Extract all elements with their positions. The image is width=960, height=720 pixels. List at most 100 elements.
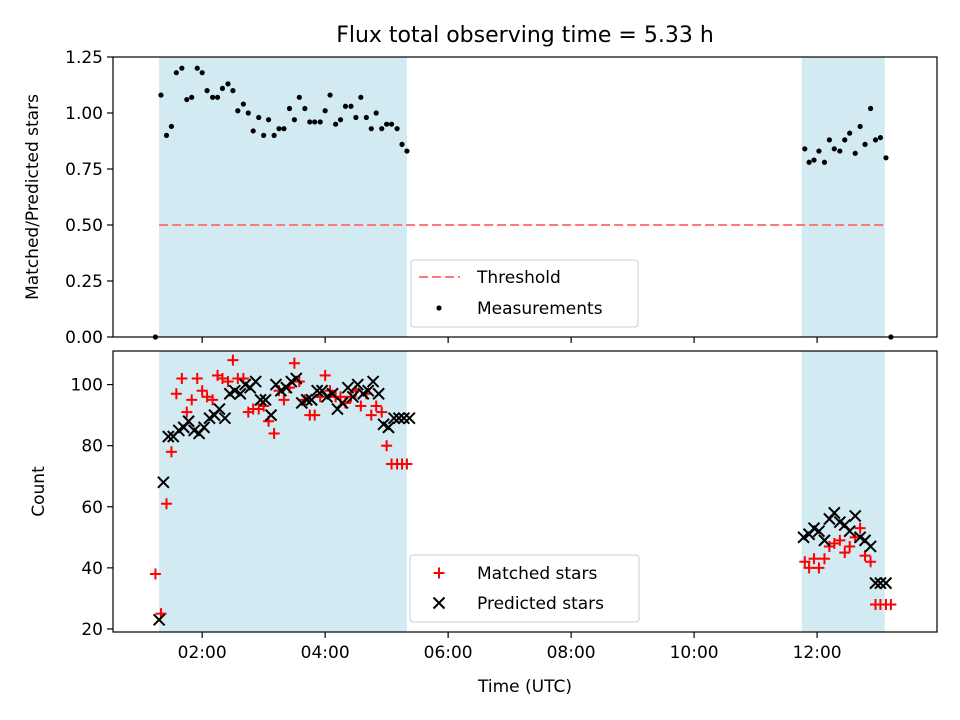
- matched-star-point: [278, 394, 290, 406]
- matched-star-point: [813, 562, 825, 574]
- cross-stroke-b: [858, 534, 872, 547]
- predicted-star-point: [336, 396, 349, 410]
- measurement-point: [802, 146, 808, 152]
- predicted-star-point: [305, 393, 318, 407]
- measurement-point: [219, 85, 226, 91]
- measurement-point: [317, 119, 323, 125]
- measurement-point: [811, 157, 817, 163]
- measurement-point: [867, 105, 874, 112]
- measurement-point: [394, 126, 400, 132]
- ratio-ylabel: Matched/Predicted stars: [23, 94, 43, 300]
- predicted-star-point: [152, 613, 166, 626]
- cross-stroke-b: [182, 415, 195, 428]
- predicted-star-point: [213, 402, 226, 416]
- measurement-point: [199, 70, 205, 76]
- legend-threshold-label: Threshold: [476, 268, 561, 288]
- matched-star-point: [370, 400, 382, 412]
- cross-stroke-b: [305, 393, 318, 407]
- legend-measurement-label: Measurements: [477, 299, 603, 319]
- cross-stroke-b: [213, 402, 226, 416]
- cross-stroke-b: [269, 378, 283, 391]
- cross-stroke-b: [366, 375, 380, 388]
- measurement-point: [322, 108, 328, 114]
- predicted-star-point: [326, 387, 339, 400]
- predicted-star-point: [341, 381, 355, 394]
- count-ytick-label: 60: [81, 498, 103, 518]
- predicted-star-point: [372, 387, 385, 400]
- predicted-star-point: [310, 384, 324, 397]
- predicted-star-point: [879, 576, 893, 590]
- ratio-ytick-label: 0.25: [65, 272, 103, 292]
- x-tick-label: 10:00: [670, 643, 719, 663]
- measurement-point: [286, 105, 293, 112]
- cross-stroke-b: [853, 531, 867, 544]
- predicted-star-point: [874, 576, 887, 590]
- measurement-point: [271, 132, 277, 138]
- predicted-star-point: [157, 476, 170, 489]
- predicted-star-point: [828, 506, 841, 520]
- shaded-interval-1: [159, 57, 407, 337]
- matched-star-point: [207, 394, 219, 406]
- measurement-point: [806, 159, 812, 165]
- matched-star-point: [376, 406, 388, 418]
- measurement-point: [404, 148, 410, 154]
- cross-stroke-b: [828, 506, 841, 520]
- measurement-point: [230, 88, 236, 94]
- measurement-point: [358, 94, 364, 100]
- predicted-star-point: [366, 375, 380, 388]
- measurement-point: [821, 159, 828, 165]
- cross-stroke-b: [254, 393, 267, 407]
- matched-star-point: [345, 391, 357, 403]
- matched-star-point: [799, 556, 811, 568]
- matched-star-point: [844, 540, 856, 552]
- predicted-star-point: [218, 411, 232, 425]
- matched-star-point: [818, 553, 830, 565]
- predicted-star-point: [849, 509, 862, 523]
- cross-stroke-b: [392, 411, 406, 425]
- measurement-point: [384, 121, 390, 127]
- matched-star-point: [319, 369, 331, 381]
- shaded-interval-2: [801, 351, 885, 632]
- cross-stroke-b: [833, 515, 847, 529]
- cross-stroke-b: [838, 518, 851, 532]
- predicted-star-point: [812, 524, 826, 538]
- measurement-point: [281, 126, 287, 132]
- measurement-point: [399, 141, 405, 147]
- cross-stroke-b: [152, 613, 166, 626]
- predicted-star-point: [197, 421, 211, 434]
- x-tick-label: 06:00: [424, 643, 473, 663]
- ratio-ytick-label: 1.00: [65, 104, 103, 124]
- cross-stroke-b: [218, 411, 232, 425]
- ratio-panel: 0.00 0.25 0.50 0.75 1.00 1.25 Matched/Predict…: [23, 48, 938, 348]
- legend-measurement-swatch: [436, 305, 442, 311]
- predicted-star-point: [259, 393, 272, 407]
- predicted-star-point: [346, 390, 360, 404]
- cross-stroke-b: [264, 408, 278, 422]
- predicted-star-point: [254, 393, 267, 407]
- cross-stroke-b: [259, 393, 272, 407]
- cross-stroke-b: [228, 384, 241, 397]
- legend-matched-label: Matched stars: [477, 564, 597, 584]
- matched-star-point: [309, 409, 321, 421]
- cross-stroke-b: [387, 411, 401, 425]
- cross-stroke-b: [326, 387, 339, 400]
- ratio-legend-box: [410, 259, 639, 328]
- cross-stroke-b: [432, 596, 446, 610]
- matched-star-point: [149, 568, 161, 580]
- matched-star-point: [828, 537, 840, 549]
- measurement-point: [862, 141, 868, 147]
- cross-stroke-b: [818, 534, 831, 547]
- predicted-star-point: [387, 411, 401, 425]
- chart-title: Flux total observing time = 5.33 h: [336, 23, 714, 48]
- x-axis-label: Time (UTC): [477, 677, 572, 697]
- cross-stroke-b: [239, 378, 252, 391]
- cross-stroke-b: [874, 576, 887, 590]
- measurement-point: [337, 117, 344, 123]
- x-tick-label: 12:00: [793, 643, 842, 663]
- predicted-star-point: [182, 415, 195, 428]
- shaded-interval-2: [801, 57, 885, 337]
- matched-star-point: [176, 372, 188, 384]
- matched-star-point: [181, 406, 193, 418]
- matched-star-point: [222, 376, 234, 388]
